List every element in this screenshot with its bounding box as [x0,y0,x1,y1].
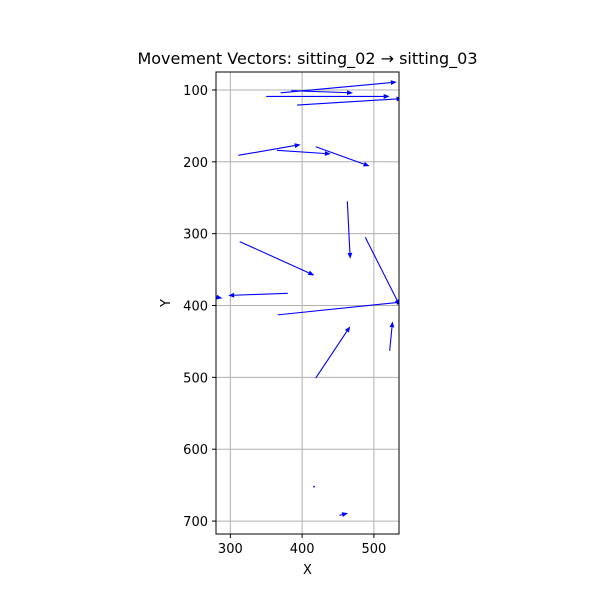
vector-layer [216,80,399,517]
ticks: 300 400 500 100 200 300 400 500 600 700 [183,84,386,557]
vector-arrowhead [390,80,397,85]
grid [216,72,399,534]
vector-shaft [364,237,398,301]
vector-arrowhead [341,512,349,517]
movement-vector [315,326,351,379]
vector-shaft [291,90,348,94]
vector-arrowhead [324,151,331,156]
movement-vector [238,143,301,156]
vector-arrowhead [363,161,370,167]
vector-arrowhead [347,252,353,259]
movement-vector [277,300,399,316]
movement-vector [389,321,395,351]
movement-vector [266,94,390,99]
movement-vector [239,241,315,276]
plot-area [216,72,399,534]
vector-shaft [238,145,295,156]
vector-arrowhead [228,292,235,298]
movement-vector [228,292,288,298]
vector-arrowhead [389,321,395,328]
vector-shaft [297,98,397,106]
vector-shaft [339,514,343,516]
x-axis-label: X [303,563,312,578]
y-axis-label: Y [159,299,174,308]
vector-shaft [389,327,393,351]
vector-shaft [315,331,348,379]
vector-arrowhead [396,300,399,305]
movement-vector [291,90,354,96]
vector-arrowhead [294,143,301,148]
movement-vector [216,294,223,300]
y-tick-label: 100 [183,84,208,99]
movement-vector [276,149,331,156]
movement-vector [297,96,399,106]
y-tick-label: 200 [183,156,208,171]
vector-shaft [277,301,397,316]
vector-arrowhead [383,94,390,99]
vector-shaft [239,241,310,274]
y-tick-label: 600 [183,443,208,458]
y-tick-label: 400 [183,300,208,315]
x-tick-label: 400 [290,542,315,557]
movement-vector [315,146,370,167]
vector-shaft [346,201,351,253]
vector-arrowhead [344,326,351,333]
y-tick-label: 700 [183,515,208,530]
vector-arrowhead [307,270,315,276]
vector-arrowhead [313,485,316,489]
vector-shaft [276,149,325,155]
vector-shaft [234,292,288,296]
vector-shaft [315,146,365,165]
chart-title: Movement Vectors: sitting_02 → sitting_0… [137,49,477,69]
movement-vector [313,485,316,489]
axes-frame [215,71,400,535]
x-tick-label: 300 [218,542,243,557]
vector-arrowhead [396,96,399,102]
vector-arrowhead [346,90,354,96]
movement-vector [339,512,349,517]
y-tick-label: 500 [183,371,208,386]
x-tick-label: 500 [361,542,386,557]
vector-arrowhead [216,294,223,300]
movement-vector [346,201,353,259]
y-tick-label: 300 [183,228,208,243]
